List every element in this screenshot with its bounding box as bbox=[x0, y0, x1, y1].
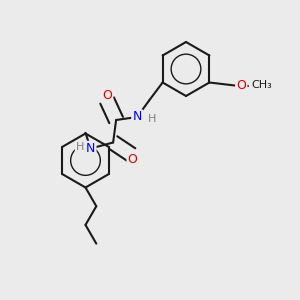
Text: O: O bbox=[236, 79, 246, 92]
Text: O: O bbox=[128, 153, 138, 167]
Text: CH₃: CH₃ bbox=[251, 80, 272, 91]
Text: H: H bbox=[148, 113, 156, 124]
Text: O: O bbox=[102, 88, 112, 102]
Text: N: N bbox=[86, 142, 95, 155]
Text: H: H bbox=[76, 142, 84, 152]
Text: N: N bbox=[132, 110, 142, 124]
